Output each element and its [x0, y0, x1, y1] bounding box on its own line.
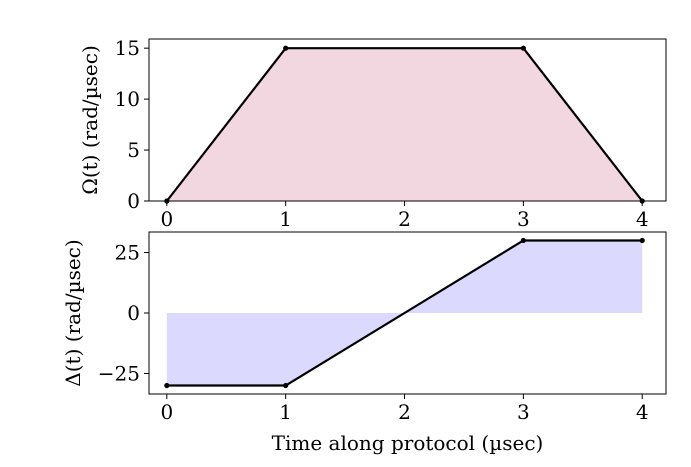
x-tick-label: 2: [398, 400, 411, 424]
x-tick-label: 4: [636, 207, 649, 231]
x-tick-label: 1: [279, 400, 292, 424]
y-tick-label: 10: [115, 87, 140, 111]
data-point: [283, 382, 289, 389]
y-axis-label: Ω(t) (rad/µsec): [78, 45, 102, 195]
y-tick-label: 0: [127, 189, 140, 213]
y-tick-label: 25: [115, 241, 140, 265]
x-tick-label: 2: [398, 207, 411, 231]
x-tick-label: 3: [517, 207, 530, 231]
y-tick-label: 5: [127, 138, 140, 162]
omega-panel: 0 1 2 3 4 0 5 10 15 Ω(t) (rad/µsec): [78, 36, 667, 231]
y-tick-label: 15: [115, 36, 140, 60]
x-axis-label: Time along protocol (µsec): [272, 431, 544, 455]
plot-frame: [148, 38, 667, 202]
series-line: [165, 47, 644, 202]
x-tick-label: 1: [279, 207, 292, 231]
area-fill: [166, 48, 643, 201]
y-tick-label: −25: [98, 361, 140, 385]
data-point: [520, 237, 526, 244]
series-line: [166, 239, 643, 387]
data-point: [639, 237, 645, 244]
data-point: [520, 45, 526, 51]
y-tick-label: 0: [127, 301, 140, 325]
data-point: [164, 382, 170, 389]
delta-panel: 0 1 2 3 4 −25 0 25 Δ(t) (rad/µsec) Time along pro…: [61, 231, 667, 455]
data-point: [283, 45, 289, 51]
y-axis-label: Δ(t) (rad/µsec): [61, 239, 85, 386]
x-tick-label: 4: [636, 400, 649, 424]
x-tick-label: 3: [517, 400, 530, 424]
x-tick-label: 0: [160, 400, 173, 424]
x-tick-label: 0: [160, 207, 173, 231]
